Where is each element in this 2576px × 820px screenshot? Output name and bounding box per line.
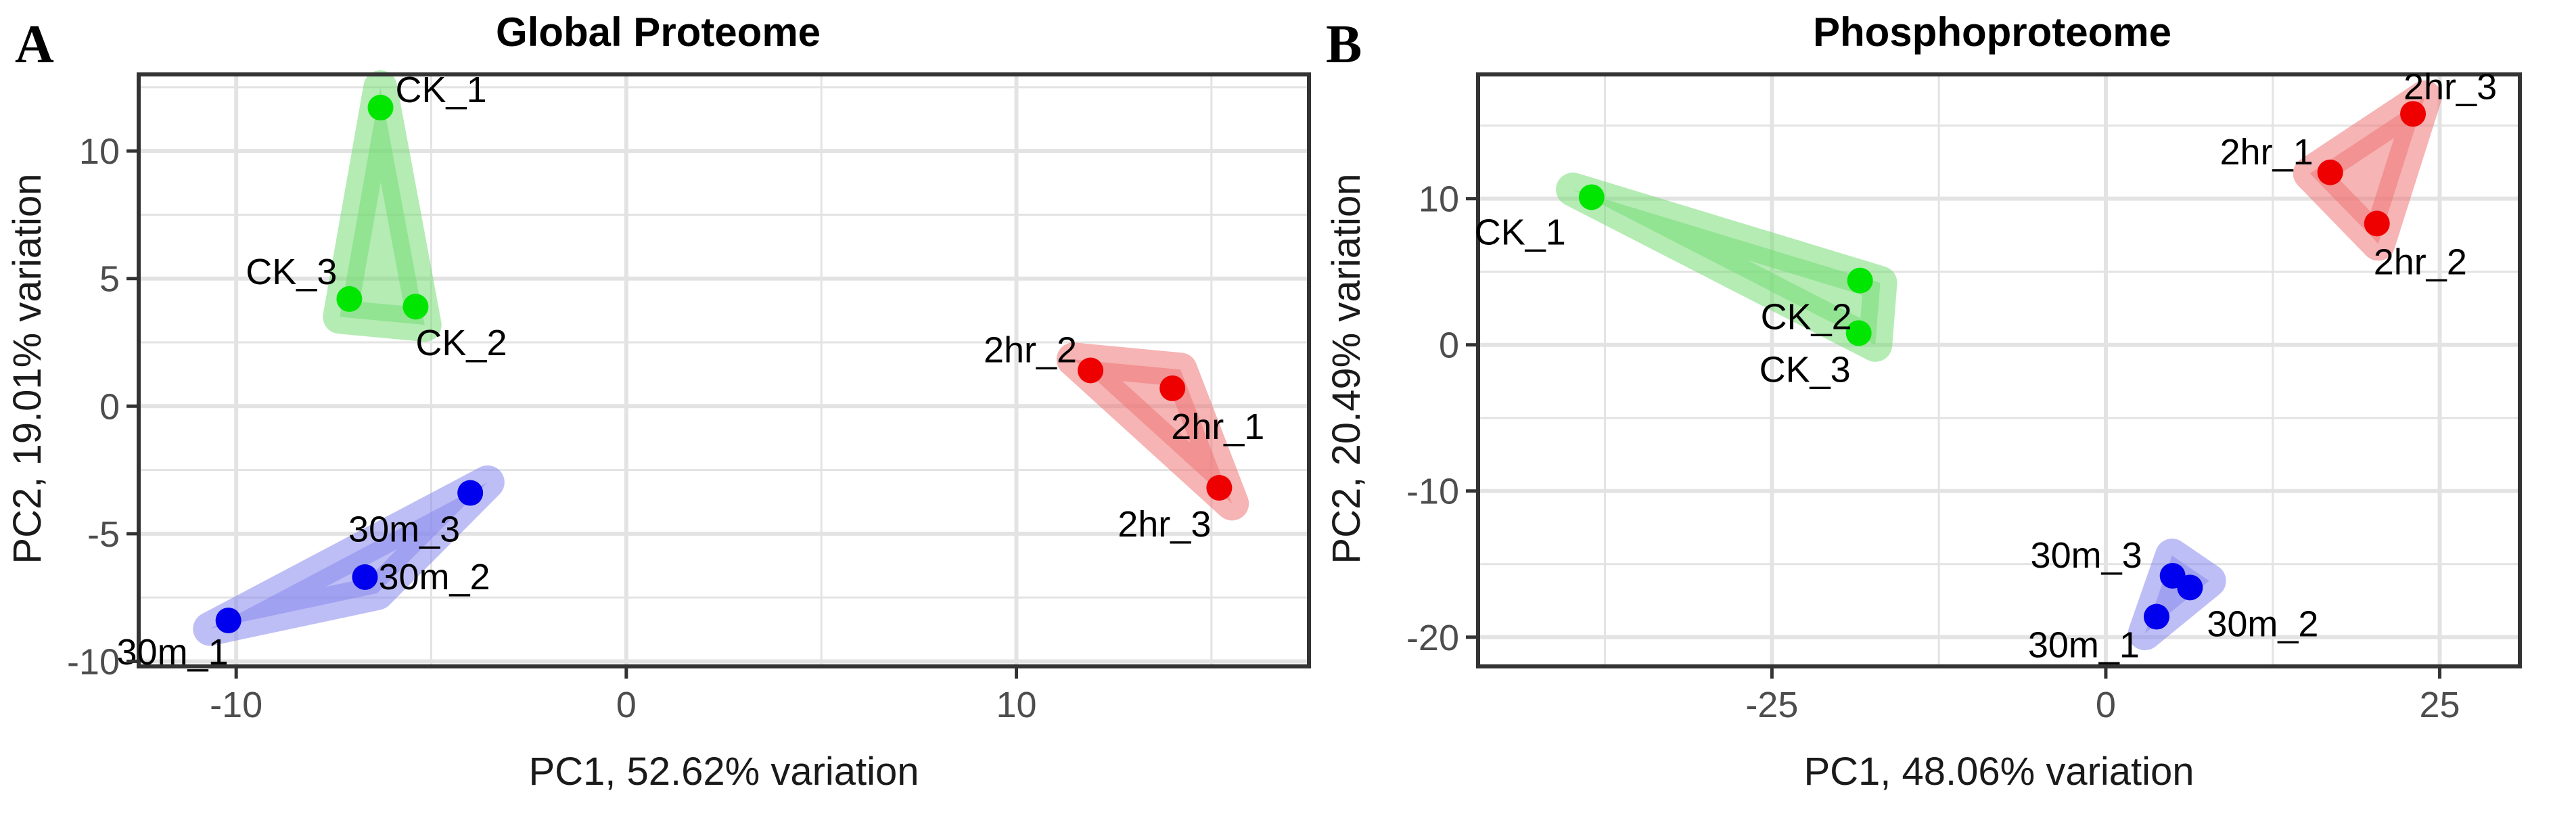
panel-b-label-ck-3: CK_3 — [1760, 349, 1851, 390]
panel-b-points — [1578, 101, 2426, 630]
panel-a-hulls — [193, 70, 1249, 646]
panel-b: B Phosphoproteome CK_1 CK_2 CK_3 2hr_1 2hr_2… — [1325, 9, 2522, 794]
panel-b-point-30m-1 — [2143, 603, 2169, 630]
panel-b-x-tick-label: 0 — [2096, 685, 2116, 725]
panel-a-hull-30m — [193, 465, 505, 646]
panel-a-x-ticks: -10 0 10 — [210, 668, 1037, 725]
panel-a-label-30m-3: 30m_3 — [348, 509, 460, 550]
panel-a-label-2hr-3: 2hr_3 — [1118, 504, 1211, 545]
panel-b-x-tick-label: 25 — [2419, 685, 2460, 725]
panel-a-point-2hr-1 — [1159, 375, 1186, 401]
panel-b-point-2hr-2 — [2364, 210, 2390, 237]
panel-a-point-30m-1 — [215, 608, 242, 634]
panel-letter-b: B — [1326, 15, 1362, 74]
panel-a-point-ck-3 — [336, 286, 363, 312]
panel-a: A Global Proteome CK_1 CK_2 CK_3 2hr_1 2hr_2… — [5, 9, 1311, 794]
panel-a-points — [215, 95, 1233, 634]
panel-b-label-ck-2: CK_2 — [1761, 297, 1852, 338]
panel-b-label-ck-1: CK_1 — [1475, 212, 1566, 252]
panel-b-hulls — [1556, 80, 2442, 651]
panel-a-label-ck-3: CK_3 — [246, 252, 337, 292]
panel-a-y-axis-title: PC2, 19.01% variation — [5, 173, 49, 564]
panel-a-plot-frame — [137, 72, 1311, 668]
panel-a-label-2hr-2: 2hr_2 — [984, 330, 1077, 371]
panel-b-point-2hr-3 — [2400, 101, 2426, 127]
panel-b-label-30m-2: 30m_2 — [2207, 603, 2318, 644]
panel-a-title: Global Proteome — [496, 9, 821, 55]
panel-b-y-tick-label: 10 — [1419, 179, 1459, 220]
panel-b-y-tick-label: -10 — [1406, 472, 1459, 512]
panel-a-x-tick-label: 10 — [996, 685, 1036, 725]
panel-a-hull-ck — [323, 70, 442, 342]
panel-b-y-tick-label: 0 — [1439, 325, 1459, 366]
panel-b-label-2hr-2: 2hr_2 — [2374, 242, 2467, 282]
panel-a-label-ck-1: CK_1 — [396, 70, 487, 110]
panel-b-x-ticks: -25 0 25 — [1745, 668, 2460, 725]
panel-letter-a: A — [15, 15, 54, 74]
panel-a-y-tick-label: -5 — [87, 514, 120, 555]
panel-b-y-tick-label: -20 — [1406, 618, 1459, 658]
panel-a-y-tick-label: 10 — [79, 131, 120, 172]
panel-a-label-30m-1: 30m_1 — [117, 632, 229, 673]
panel-a-label-2hr-1: 2hr_1 — [1171, 407, 1264, 447]
panel-b-y-axis-title: PC2, 20.49% variation — [1325, 173, 1368, 564]
panel-a-x-axis-title: PC1, 52.62% variation — [528, 750, 919, 794]
panel-a-label-30m-2: 30m_2 — [378, 557, 490, 597]
panel-a-y-tick-label: 0 — [99, 386, 120, 427]
panel-b-label-30m-1: 30m_1 — [2028, 625, 2140, 666]
panel-a-x-tick-label: 0 — [616, 685, 637, 725]
panel-b-label-2hr-1: 2hr_1 — [2220, 132, 2314, 173]
panel-a-y-ticks: -10 -5 0 5 10 — [67, 131, 137, 682]
panel-a-point-labels: CK_1 CK_2 CK_3 2hr_1 2hr_2 2hr_3 30m_1 30m_2 30m… — [117, 70, 1265, 673]
panel-b-plot-frame — [1476, 72, 2522, 668]
panel-b-x-tick-label: -25 — [1745, 685, 1798, 725]
panel-a-point-30m-2 — [352, 564, 378, 590]
panel-b-point-ck-2 — [1847, 267, 1873, 294]
panel-b-y-ticks: -20 -10 0 10 — [1406, 179, 1476, 658]
panel-b-point-ck-3 — [1845, 320, 1872, 346]
panel-b-point-ck-1 — [1578, 184, 1605, 210]
panel-b-point-labels: CK_1 CK_2 CK_3 2hr_1 2hr_2 2hr_3 30m_1 30m_2 30m… — [1475, 66, 2497, 665]
panel-b-point-2hr-1 — [2317, 159, 2343, 185]
panel-a-x-tick-label: -10 — [210, 685, 262, 725]
panel-b-point-30m-3 — [2159, 563, 2186, 589]
panel-b-title: Phosphoproteome — [1813, 9, 2171, 55]
panel-a-point-30m-3 — [457, 480, 484, 506]
panel-a-point-2hr-2 — [1078, 357, 1104, 384]
panel-b-label-30m-3: 30m_3 — [2031, 535, 2142, 576]
panel-b-hull-2hr — [2293, 80, 2442, 261]
panel-a-y-tick-label: 5 — [99, 259, 120, 300]
panel-a-y-tick-label: -10 — [67, 641, 120, 682]
panel-a-point-2hr-3 — [1206, 474, 1233, 501]
panel-a-label-ck-2: CK_2 — [415, 323, 507, 363]
panel-b-label-2hr-3: 2hr_3 — [2404, 66, 2497, 107]
panel-a-point-ck-2 — [402, 294, 429, 320]
panel-a-hull-2hr — [1056, 342, 1249, 521]
panel-a-point-ck-1 — [367, 95, 394, 121]
panel-b-x-axis-title: PC1, 48.06% variation — [1803, 750, 2194, 794]
panel-b-hull-ck — [1556, 173, 1898, 362]
